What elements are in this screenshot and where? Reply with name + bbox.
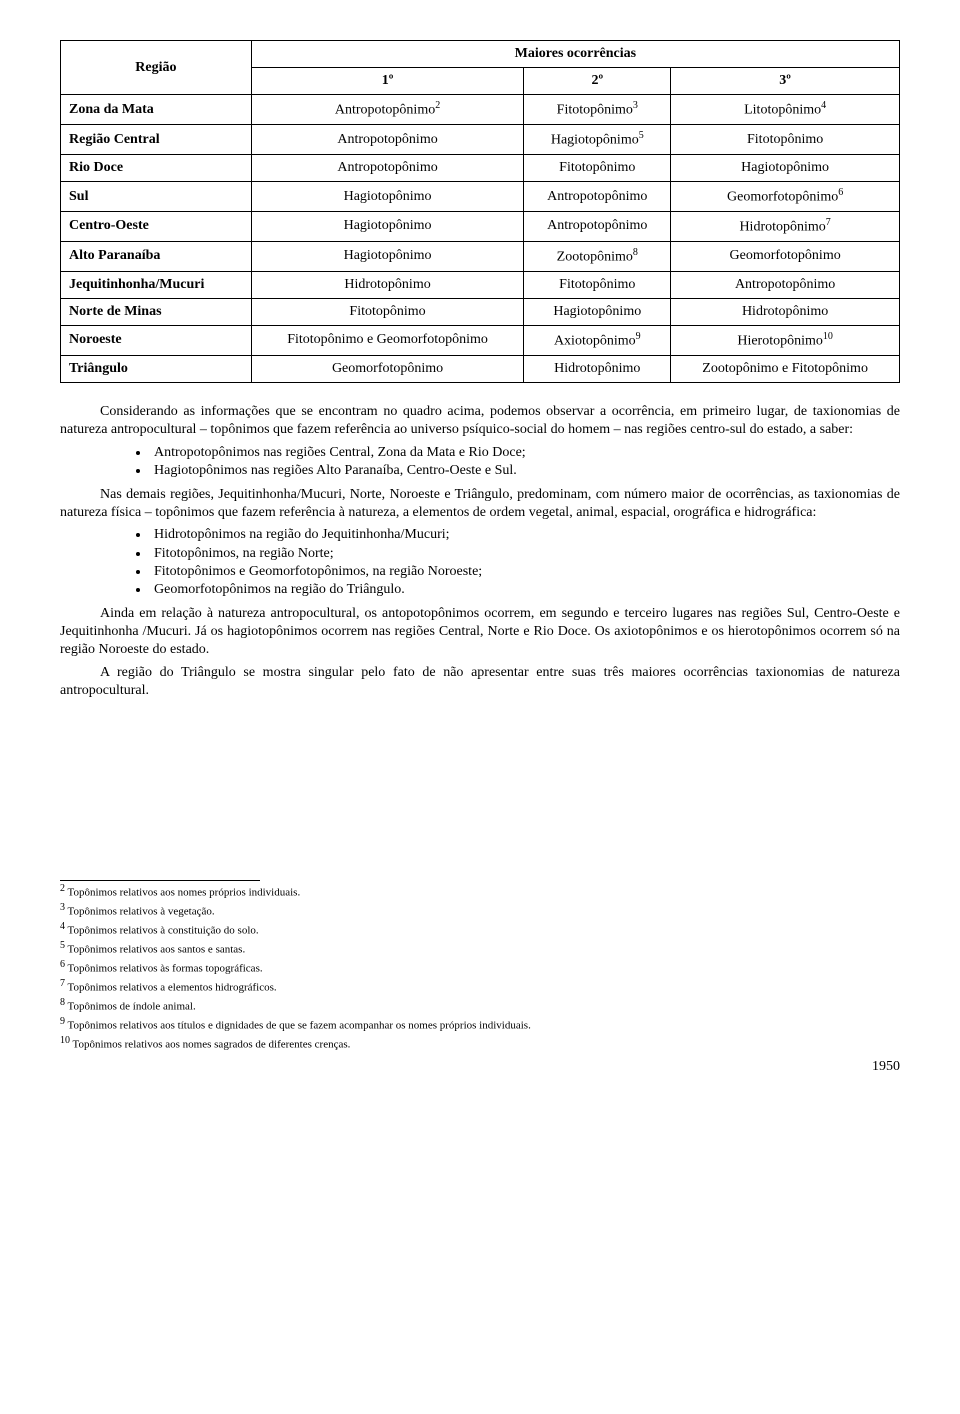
region-cell: Rio Doce <box>61 155 252 182</box>
region-cell: Triângulo <box>61 356 252 383</box>
data-cell: Hagiotopônimo <box>524 298 671 325</box>
data-cell: Geomorfotopônimo <box>251 356 524 383</box>
footnote: 8 Topônimos de índole animal. <box>60 996 900 1014</box>
region-cell: Alto Paranaíba <box>61 241 252 271</box>
header-main: Maiores ocorrências <box>251 41 899 68</box>
table-row: Zona da MataAntropotopônimo2Fitotopônimo… <box>61 95 900 125</box>
list-item: Fitotopônimos, na região Norte; <box>150 545 900 563</box>
data-cell: Hidrotopônimo <box>671 298 900 325</box>
region-cell: Jequitinhonha/Mucuri <box>61 271 252 298</box>
data-cell: Hidrotopônimo <box>251 271 524 298</box>
table-row: Região CentralAntropotopônimoHagiotopôni… <box>61 125 900 155</box>
list-2: Hidrotopônimos na região do Jequitinhonh… <box>60 526 900 599</box>
footnote: 9 Topônimos relativos aos títulos e dign… <box>60 1015 900 1033</box>
list-item: Fitotopônimos e Geomorfotopônimos, na re… <box>150 563 900 581</box>
data-cell: Fitotopônimo3 <box>524 95 671 125</box>
region-cell: Região Central <box>61 125 252 155</box>
data-cell: Hidrotopônimo <box>524 356 671 383</box>
data-cell: Geomorfotopônimo <box>671 241 900 271</box>
footnote: 2 Topônimos relativos aos nomes próprios… <box>60 882 900 900</box>
subheader-3: 3º <box>671 68 900 95</box>
data-cell: Fitotopônimo <box>671 125 900 155</box>
paragraph-2: Nas demais regiões, Jequitinhonha/Mucuri… <box>60 486 900 522</box>
data-cell: Hagiotopônimo <box>251 182 524 212</box>
data-cell: Zootopônimo8 <box>524 241 671 271</box>
footnotes: 2 Topônimos relativos aos nomes próprios… <box>60 882 900 1052</box>
footnote: 3 Topônimos relativos à vegetação. <box>60 901 900 919</box>
data-cell: Hagiotopônimo5 <box>524 125 671 155</box>
header-region: Região <box>61 41 252 95</box>
data-cell: Antropotopônimo2 <box>251 95 524 125</box>
data-cell: Antropotopônimo <box>251 155 524 182</box>
list-item: Geomorfotopônimos na região do Triângulo… <box>150 581 900 599</box>
data-cell: Fitotopônimo <box>251 298 524 325</box>
data-cell: Antropotopônimo <box>251 125 524 155</box>
table-row: Alto ParanaíbaHagiotopônimoZootopônimo8G… <box>61 241 900 271</box>
table-row: Centro-OesteHagiotopônimoAntropotopônimo… <box>61 212 900 242</box>
data-cell: Fitotopônimo <box>524 271 671 298</box>
footnote: 7 Topônimos relativos a elementos hidrog… <box>60 977 900 995</box>
table-row: Norte de MinasFitotopônimoHagiotopônimoH… <box>61 298 900 325</box>
table-row: Rio DoceAntropotopônimoFitotopônimoHagio… <box>61 155 900 182</box>
table-row: TriânguloGeomorfotopônimoHidrotopônimoZo… <box>61 356 900 383</box>
paragraph-4: A região do Triângulo se mostra singular… <box>60 664 900 700</box>
page-number: 1950 <box>60 1058 900 1076</box>
data-cell: Antropotopônimo <box>524 182 671 212</box>
data-cell: Zootopônimo e Fitotopônimo <box>671 356 900 383</box>
paragraph-3: Ainda em relação à natureza antropocultu… <box>60 605 900 660</box>
subheader-1: 1º <box>251 68 524 95</box>
subheader-2: 2º <box>524 68 671 95</box>
table-row: SulHagiotopônimoAntropotopônimoGeomorfot… <box>61 182 900 212</box>
data-cell: Hagiotopônimo <box>251 241 524 271</box>
data-cell: Fitotopônimo <box>524 155 671 182</box>
region-cell: Sul <box>61 182 252 212</box>
paragraph-1: Considerando as informações que se encon… <box>60 403 900 439</box>
table-row: NoroesteFitotopônimo e GeomorfotopônimoA… <box>61 326 900 356</box>
data-cell: Fitotopônimo e Geomorfotopônimo <box>251 326 524 356</box>
list-item: Antropotopônimos nas regiões Central, Zo… <box>150 444 900 462</box>
occurrences-table: Região Maiores ocorrências 1º 2º 3º Zona… <box>60 40 900 383</box>
footnote: 6 Topônimos relativos às formas topográf… <box>60 958 900 976</box>
data-cell: Antropotopônimo <box>671 271 900 298</box>
table-row: Jequitinhonha/MucuriHidrotopônimoFitotop… <box>61 271 900 298</box>
region-cell: Norte de Minas <box>61 298 252 325</box>
region-cell: Noroeste <box>61 326 252 356</box>
list-item: Hagiotopônimos nas regiões Alto Paranaíb… <box>150 462 900 480</box>
data-cell: Litotopônimo4 <box>671 95 900 125</box>
region-cell: Zona da Mata <box>61 95 252 125</box>
footnote: 5 Topônimos relativos aos santos e santa… <box>60 939 900 957</box>
data-cell: Antropotopônimo <box>524 212 671 242</box>
footnote-separator <box>60 880 260 881</box>
data-cell: Hagiotopônimo <box>671 155 900 182</box>
data-cell: Hidrotopônimo7 <box>671 212 900 242</box>
data-cell: Geomorfotopônimo6 <box>671 182 900 212</box>
footnote: 4 Topônimos relativos à constituição do … <box>60 920 900 938</box>
list-item: Hidrotopônimos na região do Jequitinhonh… <box>150 526 900 544</box>
data-cell: Hagiotopônimo <box>251 212 524 242</box>
list-1: Antropotopônimos nas regiões Central, Zo… <box>60 444 900 480</box>
region-cell: Centro-Oeste <box>61 212 252 242</box>
data-cell: Hierotopônimo10 <box>671 326 900 356</box>
footnote: 10 Topônimos relativos aos nomes sagrado… <box>60 1034 900 1052</box>
data-cell: Axiotopônimo9 <box>524 326 671 356</box>
